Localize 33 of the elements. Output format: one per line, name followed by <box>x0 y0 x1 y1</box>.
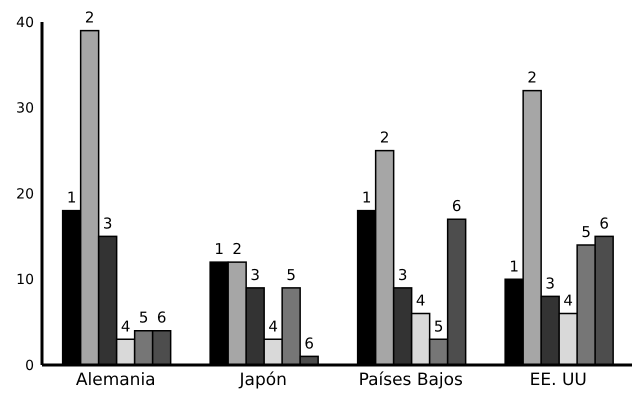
series-label: 1 <box>66 188 76 207</box>
text: 5 <box>434 317 444 336</box>
series-label: 2 <box>84 8 94 27</box>
text: 3 <box>250 266 260 284</box>
text: 1 <box>214 240 224 258</box>
series-label: 6 <box>156 308 166 327</box>
text: 4 <box>268 317 278 336</box>
y-tick-label: 40 <box>16 14 34 31</box>
text: 4 <box>416 292 426 310</box>
text: 3 <box>398 266 408 284</box>
y-tick-label: 20 <box>16 186 34 202</box>
text: 6 <box>304 334 314 352</box>
text: 2 <box>527 68 537 87</box>
series-label: 3 <box>102 214 112 232</box>
x-tick-label: EE. UU <box>530 370 587 390</box>
text: 1 <box>509 257 519 276</box>
x-tick-label: Alemania <box>76 370 156 390</box>
text: 6 <box>599 214 609 232</box>
text: 5 <box>286 266 296 284</box>
x-tick-label: Japón <box>238 370 287 390</box>
y-tick-label: 0 <box>25 358 34 374</box>
text: 5 <box>581 222 591 241</box>
series-label: 5 <box>138 308 148 327</box>
text: 3 <box>545 274 555 292</box>
x-tick-label: Países Bajos <box>358 370 464 390</box>
text: 2 <box>380 128 390 147</box>
text: 2 <box>232 240 242 258</box>
text: 6 <box>452 197 462 216</box>
y-tick-label: 10 <box>16 272 34 288</box>
y-tick-label: 30 <box>16 100 34 117</box>
series-label: 4 <box>120 317 130 336</box>
text: 1 <box>362 188 372 207</box>
text: 4 <box>563 292 573 310</box>
